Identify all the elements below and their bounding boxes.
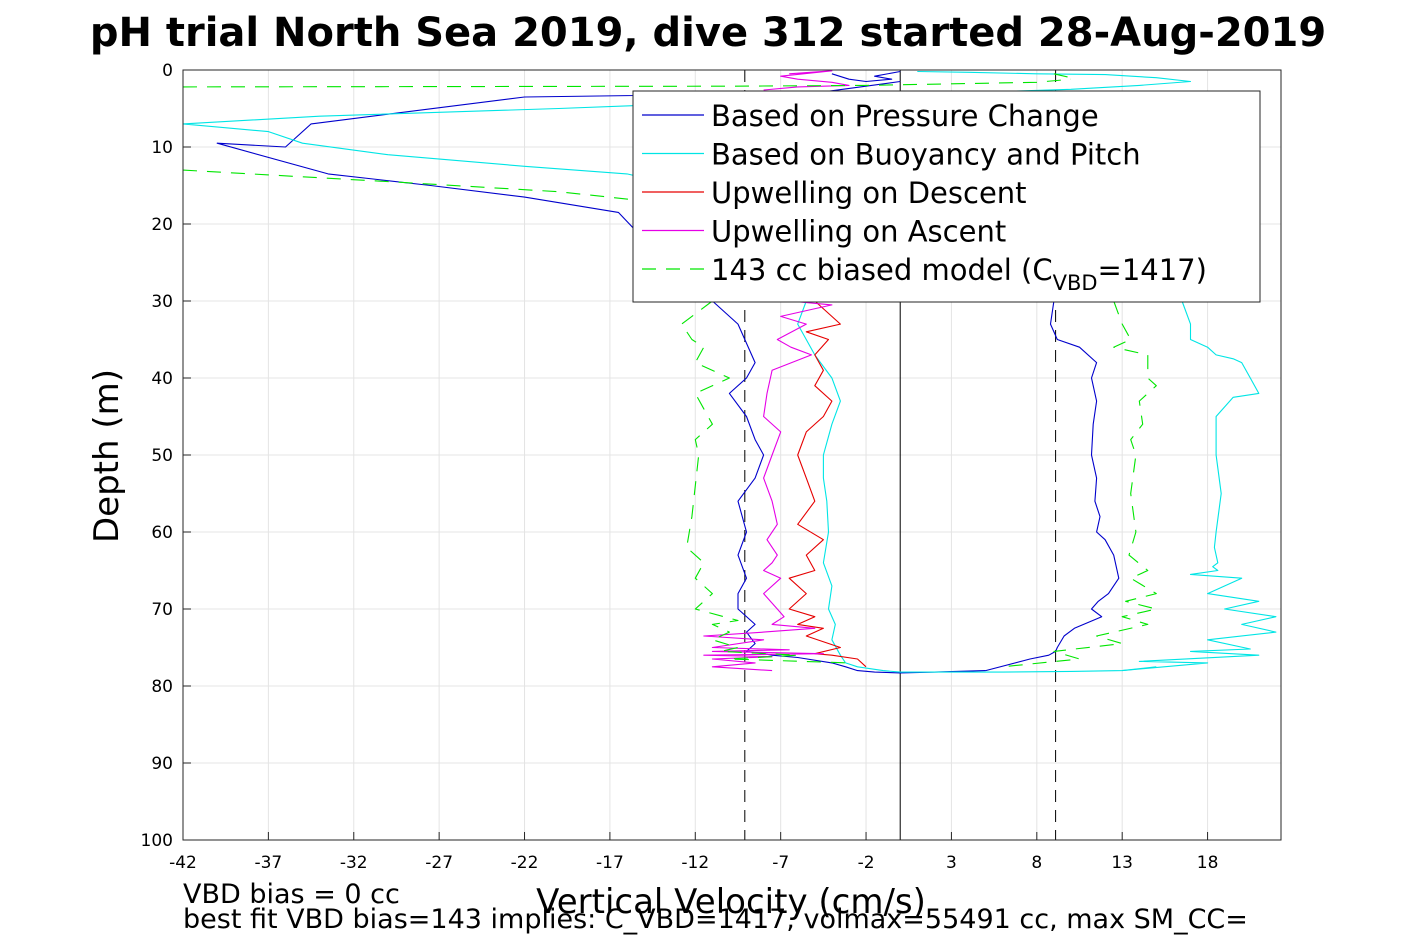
x-tick-label: -2 (858, 853, 875, 873)
x-tick-label: -42 (169, 853, 197, 873)
legend-label: Upwelling on Descent (711, 176, 1027, 210)
x-tick-label: -22 (511, 853, 539, 873)
series-line (1002, 300, 1157, 668)
x-tick-label: -27 (425, 853, 453, 873)
series-1 (216, 70, 1120, 674)
legend-label: Upwelling on Ascent (711, 215, 1006, 249)
y-tick-label: 0 (162, 61, 173, 81)
x-tick-label: 18 (1197, 853, 1219, 873)
y-tick-label: 60 (151, 523, 173, 543)
y-tick-label: 40 (151, 369, 173, 389)
y-axis-label: Depth (m) (87, 369, 127, 543)
x-tick-label: -37 (254, 853, 282, 873)
x-tick-label: -32 (340, 853, 368, 873)
y-axis-ticks: 0 10 20 30 40 50 60 70 80 90 100 (141, 61, 191, 851)
legend-label-tail: =1417) (1098, 253, 1207, 287)
legend-box (632, 90, 1261, 303)
x-tick-label: 13 (1111, 853, 1133, 873)
legend-label: Based on Buoyancy and Pitch (711, 138, 1141, 172)
series-4 (703, 70, 850, 672)
x-axis-label: Vertical Velocity (cm/s) (536, 882, 926, 922)
y-tick-label: 20 (151, 215, 173, 235)
series-line (703, 300, 833, 672)
x-tick-label: -17 (596, 853, 624, 873)
series-line (831, 70, 901, 83)
x-tick-label: 3 (946, 853, 957, 873)
y-tick-label: 100 (141, 831, 173, 851)
y-tick-label: 90 (151, 754, 173, 774)
series-line (216, 80, 986, 674)
series-5 (182, 73, 1157, 668)
series-line (763, 70, 850, 91)
y-tick-label: 10 (151, 138, 173, 158)
x-tick-label: -12 (681, 853, 709, 873)
legend-items: Based on Pressure Change Based on Buoyanc… (642, 99, 1207, 295)
y-tick-label: 50 (151, 446, 173, 466)
series-line (1122, 300, 1277, 672)
series-line (788, 300, 867, 668)
legend-label: Based on Pressure Change (711, 99, 1099, 133)
y-tick-label: 30 (151, 292, 173, 312)
legend-label-subscript: VBD (1053, 271, 1098, 295)
x-axis-ticks: -42 -37 -32 -27 -22 -17 -12 -7 -2 3 8 13 18 (169, 832, 1218, 873)
x-tick-label: 8 (1031, 853, 1042, 873)
series-line (182, 78, 1072, 88)
series-group (182, 70, 1277, 674)
y-tick-label: 70 (151, 600, 173, 620)
y-tick-label: 80 (151, 677, 173, 697)
series-line (1053, 73, 1072, 79)
footer-line-1: VBD bias = 0 cc (183, 879, 400, 910)
legend: Based on Pressure Change Based on Buoyanc… (632, 90, 1261, 303)
series-3 (788, 300, 867, 668)
chart-title: pH trial North Sea 2019, dive 312 starte… (90, 10, 1326, 56)
series-line (681, 300, 850, 664)
x-tick-label: -7 (772, 853, 789, 873)
footer-line-2: best fit VBD bias=143 implies: C_VBD=141… (183, 904, 1248, 935)
series-line (985, 300, 1120, 672)
